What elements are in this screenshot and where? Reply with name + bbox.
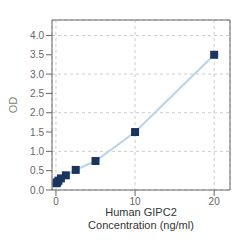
svg-text:3.5: 3.5 <box>30 49 44 60</box>
svg-text:OD: OD <box>8 97 19 114</box>
svg-text:1.5: 1.5 <box>30 127 44 138</box>
svg-text:10: 10 <box>130 196 142 207</box>
svg-text:1.0: 1.0 <box>30 146 44 157</box>
svg-text:4.0: 4.0 <box>30 30 44 41</box>
svg-text:3.0: 3.0 <box>30 69 44 80</box>
svg-text:0.5: 0.5 <box>30 165 44 176</box>
svg-text:0.0: 0.0 <box>30 185 44 196</box>
svg-text:2.5: 2.5 <box>30 88 44 99</box>
svg-text:0: 0 <box>53 196 59 207</box>
svg-text:20: 20 <box>209 196 221 207</box>
svg-text:2.0: 2.0 <box>30 107 44 118</box>
svg-text:Human GIPC2Concentration (ng/m: Human GIPC2Concentration (ng/ml) <box>88 206 194 231</box>
